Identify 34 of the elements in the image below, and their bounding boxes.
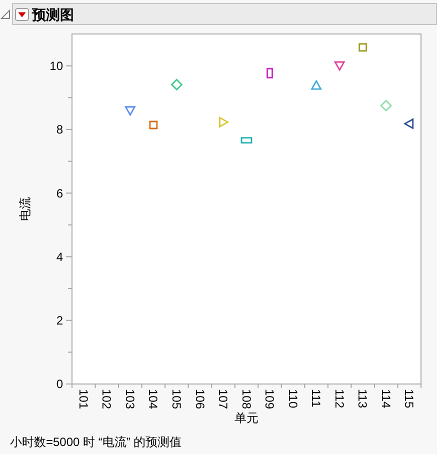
x-tick-label: 109 xyxy=(262,389,277,410)
x-tick-label: 105 xyxy=(170,389,184,410)
x-tick-label: 102 xyxy=(100,389,114,410)
x-tick-label: 103 xyxy=(122,389,137,410)
y-tick-label: 6 xyxy=(56,186,64,200)
x-tick-label: 114 xyxy=(378,389,393,408)
point xyxy=(334,61,345,71)
point xyxy=(380,100,392,112)
x-tick-label: 111 xyxy=(309,389,324,408)
y-tick-label: 0 xyxy=(56,377,64,392)
y-tick-label: 8 xyxy=(56,122,64,137)
x-tick-label: 106 xyxy=(192,389,207,410)
point xyxy=(171,78,182,90)
y-tick-label: 10 xyxy=(50,59,64,74)
chart-title: 预测图 xyxy=(31,6,74,22)
x-tick-label: 107 xyxy=(216,389,230,410)
point xyxy=(311,80,322,90)
point xyxy=(219,116,228,128)
x-tick-label: 115 xyxy=(402,389,416,408)
x-tick-label: 104 xyxy=(146,389,160,410)
text: 小时数=5000 时 “电流” 的预测值 xyxy=(10,435,182,449)
x-tick-label: 113 xyxy=(356,389,370,408)
point xyxy=(404,118,414,129)
x-tick-label: 110 xyxy=(286,389,300,408)
point xyxy=(124,106,136,116)
x-axis-title: 单元 xyxy=(234,411,258,425)
x-tick-label: 108 xyxy=(239,389,254,410)
x-tick-label: 112 xyxy=(332,389,346,408)
point xyxy=(358,43,368,52)
x-tick-label: 101 xyxy=(76,389,90,410)
point xyxy=(149,120,158,130)
y-axis-title: 电流 xyxy=(18,197,32,221)
y-tick-label: 4 xyxy=(56,250,64,264)
y-tick-label: 2 xyxy=(56,314,64,328)
